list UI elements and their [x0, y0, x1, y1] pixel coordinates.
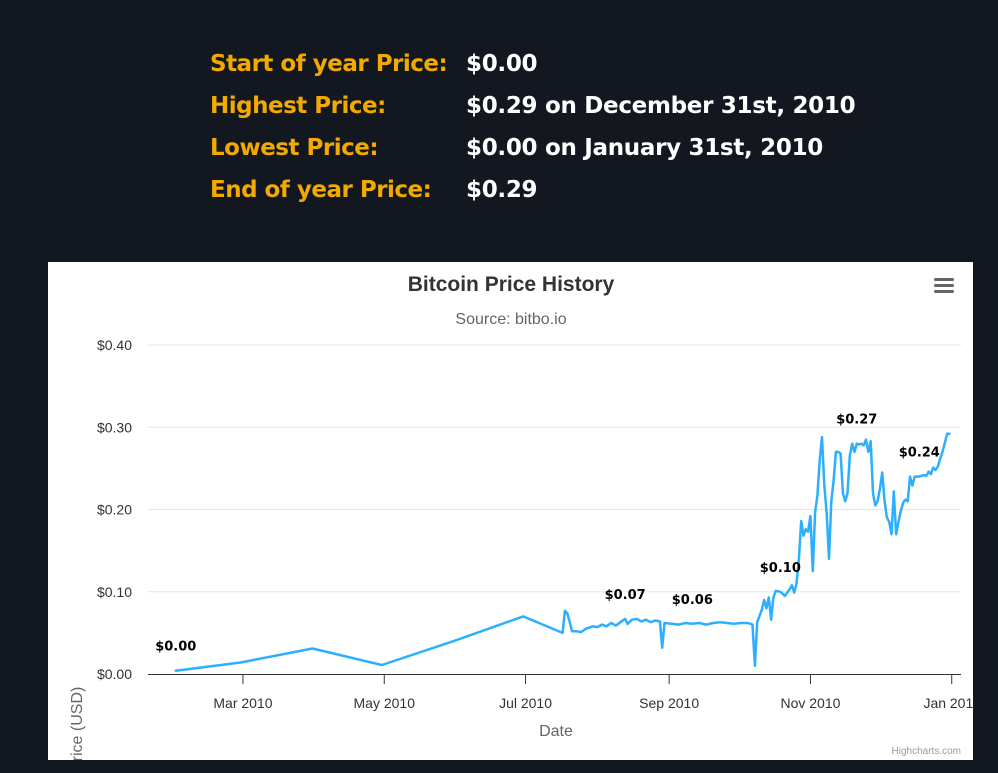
x-tick-label: Mar 2010: [213, 695, 272, 711]
x-tick-label: Jan 2011: [923, 695, 973, 711]
price-series: [174, 432, 951, 672]
y-tick-label: $0.10: [97, 584, 132, 600]
start-price-value: $0.00: [466, 51, 538, 77]
data-label: $0.07: [605, 588, 646, 603]
highest-price-value: $0.29 on December 31st, 2010: [466, 93, 856, 119]
y-axis-ticks: $0.00 $0.10 $0.20 $0.30 $0.40: [97, 337, 132, 682]
data-label: $0.00: [155, 640, 196, 655]
x-tick-label: Nov 2010: [780, 695, 840, 711]
chart-subtitle: Source: bitbo.io: [455, 311, 566, 328]
series-line: [174, 432, 951, 672]
x-axis-title: Date: [539, 723, 573, 740]
y-tick-label: $0.40: [97, 337, 132, 353]
x-tick-label: May 2010: [354, 695, 416, 711]
data-label: $0.27: [836, 413, 877, 428]
chart-card: Bitcoin Price History Source: bitbo.io $…: [48, 262, 973, 760]
y-tick-label: $0.30: [97, 419, 132, 435]
data-label: $0.10: [760, 561, 801, 576]
start-price-label: Start of year Price:: [210, 51, 448, 77]
chart-menu-icon[interactable]: [928, 272, 960, 300]
y-tick-label: $0.20: [97, 502, 132, 518]
x-axis-ticks: Mar 2010 May 2010 Jul 2010 Sep 2010 Nov 2010…: [213, 674, 973, 711]
data-label: $0.24: [899, 446, 940, 461]
highcharts-credits[interactable]: Highcharts.com: [892, 746, 961, 757]
grid-lines: [148, 344, 961, 675]
y-tick-label: $0.00: [97, 666, 132, 682]
price-chart: Bitcoin Price History Source: bitbo.io $…: [69, 272, 973, 760]
lowest-price-value: $0.00 on January 31st, 2010: [466, 135, 823, 161]
x-tick-label: Sep 2010: [639, 695, 699, 711]
end-price-label: End of year Price:: [210, 177, 432, 203]
highest-price-label: Highest Price:: [210, 93, 386, 119]
x-tick-label: Jul 2010: [499, 695, 552, 711]
price-stats: Start of year Price: $0.00 Highest Price…: [210, 48, 856, 206]
lowest-price-label: Lowest Price:: [210, 135, 379, 161]
end-price-value: $0.29: [466, 177, 538, 203]
data-labels: $0.00 $0.07 $0.06 $0.10 $0.27 $0.24: [155, 413, 940, 655]
data-label: $0.06: [672, 593, 713, 608]
y-axis-title: Price (USD): [69, 687, 86, 760]
chart-title: Bitcoin Price History: [408, 273, 615, 296]
